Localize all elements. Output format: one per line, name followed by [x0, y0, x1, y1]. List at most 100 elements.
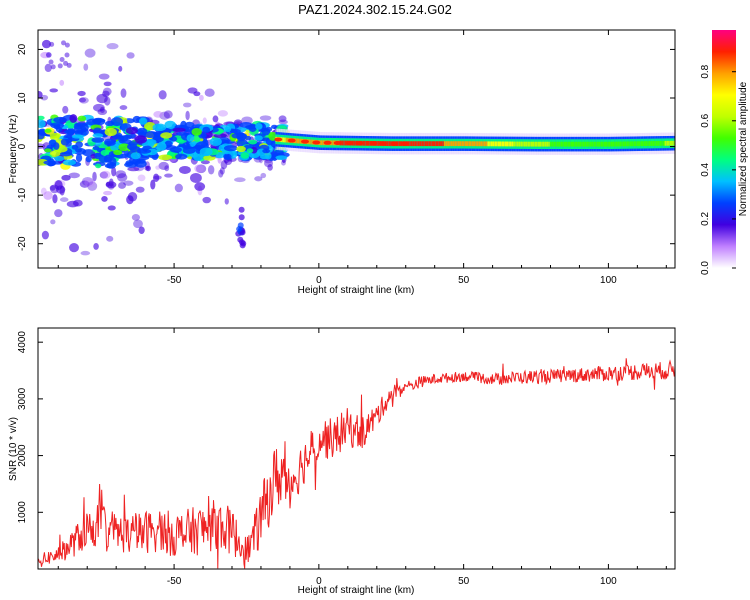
spectrogram-cell — [193, 91, 201, 97]
spectrogram-cell — [93, 243, 99, 250]
spectrogram-cell — [158, 90, 167, 100]
spectrogram-cell — [523, 141, 527, 147]
spectrogram-cell — [633, 141, 637, 147]
spectrogram-cell — [464, 141, 468, 147]
spectrogram-cell — [238, 214, 245, 221]
spectrogram-cell — [595, 141, 599, 147]
spectrogram-cell — [50, 64, 56, 70]
spectrogram-cell — [183, 126, 193, 133]
spectrogram-cell — [643, 141, 647, 147]
spectrogram-cell — [59, 56, 65, 62]
spectrogram-cell — [600, 141, 604, 147]
spectrogram-cell — [596, 141, 600, 147]
snr-y-axis-label: SNR (10 * v/v) — [8, 417, 19, 481]
spectrogram-cell — [223, 145, 238, 152]
spectrogram-cell — [264, 159, 274, 168]
snr-plot-area — [38, 328, 675, 569]
spectrogram-cell — [666, 140, 670, 146]
spectrogram-cell — [274, 137, 283, 142]
spectrogram-cell — [92, 133, 104, 138]
spectrogram-cell — [169, 136, 178, 142]
spectrogram-cell — [207, 165, 215, 175]
spectrogram-cell — [529, 141, 533, 147]
spectrogram-cell — [69, 243, 79, 253]
spectrogram-cell — [478, 141, 482, 147]
spectrogram-cell — [645, 141, 649, 147]
snr-x-tick-label: 0 — [316, 576, 322, 587]
spectrogram-cell — [53, 116, 67, 123]
spectrogram-cell — [98, 73, 110, 80]
spectrogram-cell — [38, 132, 45, 140]
spectrogram-cell — [248, 139, 258, 145]
spectrogram-cell — [539, 141, 543, 147]
spectrogram-cell — [109, 157, 117, 167]
spectrogram-cell — [560, 141, 564, 147]
spectrogram-cell — [320, 140, 324, 146]
spectrogram-cell — [555, 141, 559, 147]
spectrogram-cell — [224, 198, 229, 205]
spectrogram-cell — [551, 141, 555, 147]
colorbar-tick-label: 0.8 — [700, 64, 711, 78]
spectrogram-cell — [50, 219, 56, 225]
spectrogram-cell — [259, 115, 272, 121]
spectrogram-cell — [118, 182, 126, 189]
spectrogram-cell — [163, 110, 173, 119]
spectrogram-cell — [586, 141, 590, 147]
spectrogram-cell — [41, 230, 49, 240]
spectrogram-cell — [310, 139, 314, 145]
spectrogram-cell — [593, 141, 597, 147]
spectrogram-cell — [483, 141, 487, 147]
spectrogram-cell — [534, 141, 538, 147]
spectrogram-cell — [364, 140, 368, 146]
spectrogram-cell — [110, 117, 124, 127]
spectrogram-cell — [482, 141, 486, 147]
spectrogram-cell — [452, 141, 456, 147]
spectrogram-cell — [421, 141, 425, 147]
spectrogram-cell — [615, 141, 619, 147]
spectrogram-cell — [99, 171, 109, 179]
spectrogram-cell — [106, 235, 114, 242]
spectrogram-cell — [81, 176, 94, 186]
spectrogram-cell — [659, 140, 663, 146]
spectrogram-cell — [127, 166, 140, 172]
spectrogram-cell — [122, 134, 133, 140]
spectrogram-cell — [59, 79, 65, 86]
spectrogram-cell — [489, 141, 493, 147]
spectrogram-cell — [492, 141, 496, 147]
spectrogram-cell — [119, 105, 128, 110]
spectrogram-cell — [75, 153, 83, 163]
spectrogram-cell — [125, 160, 134, 167]
spectrogram-cell — [202, 126, 211, 134]
spectrogram-cell — [52, 194, 58, 204]
spectrogram-cell — [549, 141, 553, 147]
spectrogram-y-tick-label: 10 — [17, 92, 28, 104]
spectrogram-cell — [511, 141, 515, 147]
spectrogram-cell — [199, 147, 213, 157]
spectrogram-cell — [174, 183, 183, 193]
spectrogram-cell — [271, 124, 278, 130]
spectrogram-cell — [136, 127, 148, 135]
snr-x-tick-label: 100 — [600, 576, 617, 587]
spectrogram-cell — [503, 141, 507, 147]
spectrogram-cell — [661, 140, 665, 146]
spectrogram-x-axis-label: Height of straight line (km) — [298, 285, 415, 296]
spectrogram-cell — [178, 165, 191, 174]
spectrogram-cell — [99, 106, 105, 114]
spectrogram-cell — [109, 178, 114, 187]
spectrogram-cell — [390, 141, 399, 146]
spectrogram-cell — [101, 170, 111, 179]
spectrogram-cell — [463, 141, 467, 147]
spectrogram-cell — [71, 144, 79, 150]
spectrogram-cell — [132, 115, 142, 124]
spectrogram-cell — [574, 141, 578, 147]
spectrogram-cell — [312, 140, 321, 145]
spectrogram-cell — [113, 149, 123, 156]
colorbar-tick-label: 0.2 — [700, 212, 711, 226]
spectrogram-cell — [355, 141, 364, 146]
spectrogram-x-tick-label: -50 — [167, 275, 182, 286]
colorbar-gradient — [712, 30, 736, 268]
spectrogram-cell — [38, 119, 46, 129]
spectrogram-cell — [164, 173, 173, 178]
spectrogram-cell — [38, 115, 45, 120]
spectrogram-cell — [54, 180, 63, 191]
